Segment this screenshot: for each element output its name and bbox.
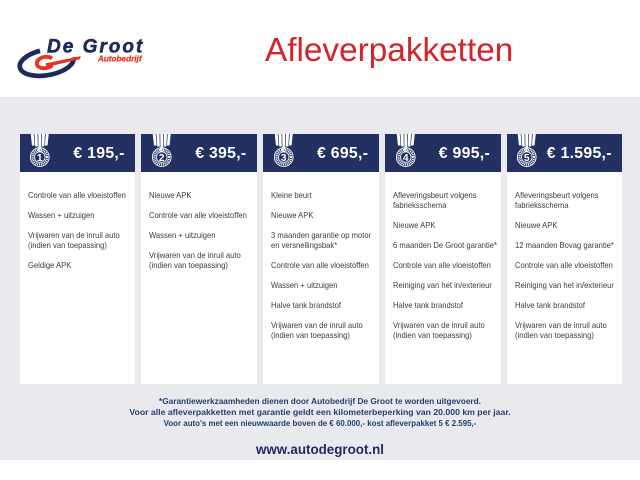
svg-text:Autobedrijf: Autobedrijf [97,55,143,64]
svg-text:3: 3 [281,152,287,163]
svg-text:1: 1 [37,152,43,163]
svg-text:2: 2 [159,152,165,163]
svg-text:5: 5 [524,152,530,163]
svg-text:4: 4 [403,152,409,163]
svg-text:De Groot: De Groot [47,37,144,58]
